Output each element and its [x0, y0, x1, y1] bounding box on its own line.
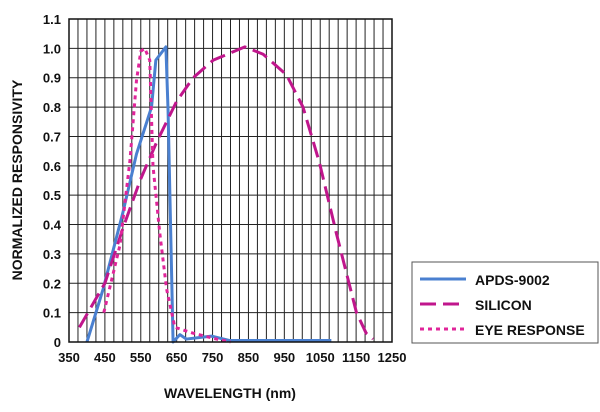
y-tick-label: 0.7 — [43, 129, 61, 144]
y-tick-label: 0.8 — [43, 100, 61, 115]
series-line-eye-response — [102, 46, 231, 344]
x-tick-label: 350 — [58, 350, 80, 365]
legend: APDS-9002 SILICON EYE RESPONSE — [411, 261, 599, 344]
y-tick-label: 0.3 — [43, 247, 61, 262]
y-tick-label: 0.1 — [43, 306, 61, 321]
y-axis-label: NORMALIZED RESPONSIVITY — [9, 79, 25, 280]
x-tick-label: 850 — [238, 350, 260, 365]
x-tick-label: 650 — [166, 350, 188, 365]
y-tick-label: 0.6 — [43, 159, 61, 174]
series-line-silicon — [78, 45, 374, 341]
x-tick-label: 750 — [202, 350, 224, 365]
y-tick-label: 0 — [54, 335, 61, 350]
y-tick-label: 0.9 — [43, 71, 61, 86]
x-axis-label: WAVELENGTH (nm) — [164, 385, 296, 401]
x-tick-label: 450 — [94, 350, 116, 365]
plot-frame — [68, 18, 393, 343]
y-tick-label: 1.0 — [43, 41, 61, 56]
x-tick-label: 950 — [273, 350, 295, 365]
x-tick-label: 1250 — [378, 350, 407, 365]
y-tick-label: 0.5 — [43, 188, 61, 203]
y-tick-labels: 0 0.1 0.2 0.3 0.4 0.5 0.6 0.7 0.8 0.9 1.0 1.1 — [43, 12, 62, 350]
x-tick-label: 1050 — [306, 350, 335, 365]
legend-label: SILICON — [475, 297, 532, 313]
series-lines — [78, 45, 374, 344]
grid — [68, 18, 393, 343]
legend-label: EYE RESPONSE — [475, 322, 585, 338]
x-tick-label: 1150 — [342, 350, 370, 365]
legend-label: APDS-9002 — [475, 272, 550, 288]
x-tick-label: 550 — [130, 350, 152, 365]
y-tick-label: 1.1 — [43, 12, 61, 27]
x-tick-labels: 350 450 550 650 750 850 950 1050 1150 1250 — [58, 350, 406, 365]
y-tick-label: 0.2 — [43, 276, 61, 291]
y-tick-label: 0.4 — [43, 218, 62, 233]
